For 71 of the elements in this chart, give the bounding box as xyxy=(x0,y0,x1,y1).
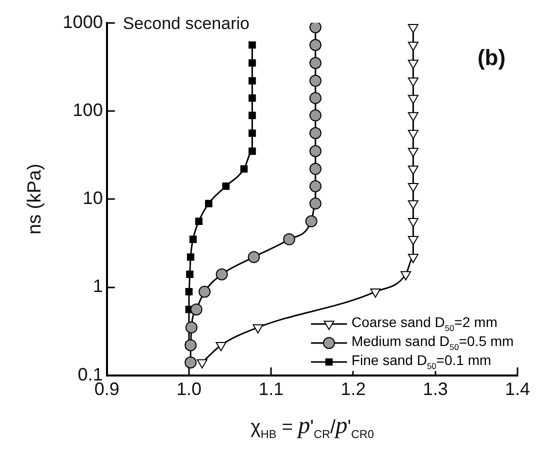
point xyxy=(309,92,322,104)
point xyxy=(408,42,418,51)
point xyxy=(408,60,418,69)
point xyxy=(248,94,256,102)
point xyxy=(184,356,197,369)
point xyxy=(370,288,381,298)
point xyxy=(309,109,322,122)
x-tick-label: 1.1 xyxy=(258,379,284,400)
point xyxy=(309,22,322,34)
point xyxy=(248,41,256,49)
point xyxy=(408,236,418,246)
point xyxy=(408,112,418,122)
point xyxy=(222,182,230,190)
point xyxy=(248,59,256,67)
point xyxy=(216,268,228,280)
point xyxy=(195,218,203,225)
y-axis-title: ns (kPa) xyxy=(24,164,46,234)
point xyxy=(309,74,322,87)
point xyxy=(198,286,211,298)
point xyxy=(216,342,226,352)
legend-label: Coarse sand D$_{50}$=2 mm xyxy=(351,314,498,334)
point xyxy=(248,77,256,84)
point xyxy=(185,321,198,334)
point xyxy=(309,180,322,192)
point xyxy=(190,303,202,316)
point xyxy=(408,200,418,210)
point xyxy=(309,145,322,158)
legend-label: Medium sand D$_{50}$=0.5 mm xyxy=(351,333,514,352)
x-tick-label: 1.3 xyxy=(422,379,448,400)
point xyxy=(240,165,248,173)
point xyxy=(248,251,260,264)
point xyxy=(283,233,296,246)
point xyxy=(248,129,256,137)
point xyxy=(252,324,264,334)
point xyxy=(408,182,418,192)
y-tick-label: 10 xyxy=(82,188,103,208)
point xyxy=(184,339,197,352)
point xyxy=(248,147,256,155)
point xyxy=(309,38,322,51)
legend-label: Fine sand D$_{50}$=0.1 mm xyxy=(351,352,492,372)
point xyxy=(408,254,418,264)
point xyxy=(309,198,322,210)
point xyxy=(309,162,322,175)
point xyxy=(196,359,208,369)
point xyxy=(408,24,418,34)
text: χ$_{HB}$ = p'$_{CR}$/p'$_{CR0}$ xyxy=(250,413,374,442)
x-tick-label: 1.0 xyxy=(176,379,202,400)
y-tick-label: 1 xyxy=(92,276,103,296)
point xyxy=(408,130,418,140)
point xyxy=(309,56,322,69)
point xyxy=(309,127,322,140)
point xyxy=(205,200,212,208)
y-tick-label: 1000 xyxy=(62,12,103,32)
point xyxy=(248,112,256,120)
point xyxy=(408,218,418,228)
point xyxy=(185,288,193,296)
point xyxy=(408,148,418,158)
point xyxy=(408,166,418,175)
point xyxy=(305,215,318,228)
y-tick-label: 100 xyxy=(72,100,103,120)
point xyxy=(408,78,418,87)
x-tick-label: 0.9 xyxy=(94,379,120,400)
annotation: Second scenario xyxy=(122,14,250,34)
x-tick-label: 1.4 xyxy=(504,379,530,400)
point xyxy=(186,270,194,278)
point xyxy=(400,271,412,280)
point xyxy=(186,253,194,261)
x-tick-label: 1.2 xyxy=(340,379,366,400)
point xyxy=(189,236,197,243)
point xyxy=(408,94,418,104)
annotation: (b) xyxy=(477,44,506,71)
